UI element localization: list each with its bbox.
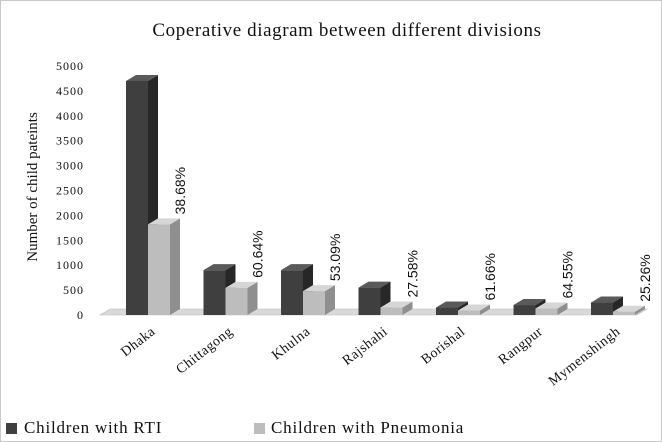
data-label: 27.58% (405, 250, 421, 297)
y-tick-label: 2000 (56, 208, 84, 222)
bar-pneumonia-side (635, 305, 645, 315)
bar-rti-top (513, 299, 546, 306)
bar-pneumonia-top (380, 301, 413, 308)
legend-label-rti: Children with RTI (24, 418, 162, 437)
y-axis: 0 500 1000 1500 2000 2500 3000 3500 4000 4500 5000 (56, 59, 84, 322)
bar-pneumonia (380, 301, 413, 315)
data-labels: 38.68% 60.64% 53.09% 27.58% 61.66% 64.55% 25.2… (172, 167, 653, 302)
bar-rti-top (126, 74, 158, 81)
bar-pneumonia-front (380, 307, 403, 315)
bar-rti-top (281, 264, 313, 271)
y-tick-label: 5000 (56, 59, 84, 73)
bar-pneumonia-front (535, 308, 558, 315)
x-tick-label: Chittagong (174, 324, 236, 377)
bar-pneumonia-top (458, 304, 490, 311)
y-tick-label: 500 (63, 283, 84, 297)
x-tick-label: Mymenshingh (546, 324, 623, 389)
x-tick-label: Khulna (269, 324, 313, 363)
bar-rti-top (591, 296, 623, 303)
y-tick-label: 1000 (56, 258, 84, 272)
data-label: 53.09% (327, 234, 343, 281)
bar-pneumonia-side (402, 301, 413, 315)
bar-rti-front (281, 270, 303, 315)
bar-rti-top (436, 301, 468, 308)
bar-pneumonia-top (535, 302, 568, 309)
y-tick-label: 2500 (56, 184, 84, 198)
bar-rti-front (126, 80, 148, 315)
bar-rti-front (591, 302, 613, 315)
x-tick-label: Rangpur (496, 324, 546, 368)
chart-title: Coperative diagram between different div… (152, 20, 541, 41)
data-label: 64.55% (560, 251, 576, 298)
bar-pneumonia-side (325, 285, 335, 315)
x-tick-label: Dhaka (118, 324, 158, 360)
bar-pneumonia-top (225, 281, 258, 288)
y-tick-label: 4000 (56, 109, 84, 123)
legend-swatch-pneumonia (254, 423, 265, 434)
bar-pneumonia-side (480, 304, 490, 315)
x-tick-label: Rajshahi (340, 324, 391, 368)
data-label: 61.66% (482, 253, 498, 300)
legend-label-pneumonia: Children with Pneumonia (271, 418, 464, 437)
x-axis-categories: Dhaka Chittagong Khulna Rajshahi Borishal Ran… (118, 324, 623, 389)
bar-pneumonia-side (247, 281, 258, 315)
bar-pneumonia-side (170, 218, 180, 315)
bar-pneumonia-front (303, 291, 325, 315)
bar-pneumonia (225, 281, 258, 315)
y-axis-label: Number of child pateints (25, 112, 41, 262)
legend-swatch-rti (6, 423, 17, 434)
bar-pneumonia-top (303, 285, 335, 292)
data-label: 60.64% (250, 230, 266, 277)
bar-rti-front (436, 307, 458, 315)
data-label: 25.26% (637, 254, 653, 301)
bar-pneumonia-top (613, 305, 645, 312)
bar-pneumonia-front (148, 224, 170, 315)
bars (126, 74, 645, 315)
y-tick-label: 3000 (56, 159, 84, 173)
bar-rti-front (358, 287, 381, 315)
bar-pneumonia-top (148, 218, 180, 225)
bar-pneumonia-front (613, 311, 635, 315)
legend: Children with RTI Children with Pneumonia (6, 418, 464, 437)
bar-pneumonia (613, 305, 645, 315)
data-label: 38.68% (172, 167, 188, 214)
y-tick-label: 4500 (56, 84, 84, 98)
bar-rti-top (203, 264, 236, 271)
bar-pneumonia-front (458, 310, 480, 315)
bar-pneumonia (148, 218, 180, 315)
y-tick-label: 1500 (56, 233, 84, 247)
bar-rti-top (358, 281, 391, 288)
bar-rti-front (203, 270, 226, 315)
bar-pneumonia-front (225, 287, 248, 315)
bar-pneumonia (303, 285, 335, 315)
bar-pneumonia-side (557, 302, 568, 315)
y-tick-label: 3500 (56, 134, 84, 148)
bar-pneumonia (458, 304, 490, 315)
bar-pneumonia (535, 302, 568, 315)
y-tick-label: 0 (77, 308, 84, 322)
bar-rti-front (513, 305, 536, 315)
x-tick-label: Borishal (419, 324, 469, 367)
